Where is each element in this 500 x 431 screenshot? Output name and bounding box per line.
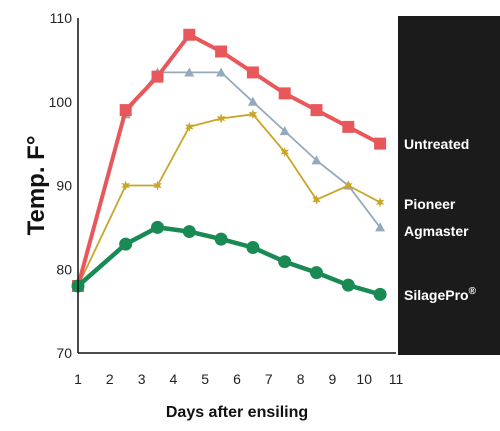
tick-labels: 70 80 90 100 110 1 2 3 4 5 6 7 8 9 10 11 <box>49 10 404 387</box>
point-silagepro <box>182 225 196 239</box>
point-silagepro <box>246 240 260 254</box>
point-agmaster <box>279 126 290 136</box>
y-tick-label: 80 <box>56 261 72 277</box>
series-layer <box>71 28 387 301</box>
point-untreated <box>151 70 164 83</box>
point-pioneer <box>280 147 289 157</box>
y-tick-label: 90 <box>56 178 72 194</box>
series-line-pioneer <box>77 113 381 287</box>
point-silagepro <box>151 220 164 234</box>
point-untreated <box>246 66 259 79</box>
x-tick-label: 5 <box>201 371 209 387</box>
x-tick-label: 1 <box>74 371 82 387</box>
point-pioneer <box>216 113 226 124</box>
legend-silagepro-name: SilagePro <box>404 287 469 303</box>
y-axis-title: Temp. F° <box>23 136 50 236</box>
series-pioneer <box>73 109 385 291</box>
series-line-untreated <box>76 32 382 287</box>
x-axis-title: Days after ensiling <box>166 404 308 421</box>
point-agmaster <box>216 67 227 77</box>
series-agmaster <box>73 67 386 290</box>
point-agmaster <box>311 155 322 165</box>
point-untreated <box>342 120 355 133</box>
x-tick-label: 6 <box>233 371 241 387</box>
point-pioneer <box>248 109 258 120</box>
point-untreated <box>310 104 323 117</box>
legend-item-pioneer: Pioneer <box>404 196 456 212</box>
point-pioneer <box>312 194 321 205</box>
y-tick-label: 70 <box>56 345 72 361</box>
point-pioneer <box>185 121 194 132</box>
x-tick-label: 10 <box>356 371 372 387</box>
point-agmaster <box>247 96 258 106</box>
point-untreated <box>183 28 196 41</box>
x-tick-label: 3 <box>138 371 146 387</box>
point-silagepro <box>373 287 387 301</box>
point-silagepro <box>310 266 323 280</box>
point-silagepro <box>214 232 228 246</box>
point-agmaster <box>184 67 195 77</box>
legend-silagepro-registered-mark: ® <box>469 286 477 297</box>
legend-item-agmaster: Agmaster <box>404 223 469 239</box>
point-silagepro <box>278 255 292 269</box>
legend-item-silagepro: SilagePro® <box>404 286 477 303</box>
point-untreated <box>374 137 387 150</box>
point-silagepro <box>341 278 355 292</box>
legend-panel <box>398 16 500 355</box>
legend-item-untreated: Untreated <box>404 136 469 152</box>
x-tick-label: 2 <box>106 371 114 387</box>
series-silagepro <box>71 220 387 301</box>
point-pioneer <box>344 180 353 191</box>
point-agmaster <box>375 222 386 232</box>
point-untreated <box>215 45 228 58</box>
point-silagepro <box>119 237 133 251</box>
x-tick-label: 11 <box>389 371 404 387</box>
series-line-silagepro <box>76 225 381 297</box>
x-tick-label: 7 <box>265 371 273 387</box>
point-pioneer <box>121 180 130 191</box>
point-untreated <box>119 104 132 117</box>
point-pioneer <box>153 180 162 191</box>
x-tick-label: 9 <box>329 371 337 387</box>
y-tick-label: 100 <box>49 94 73 110</box>
x-tick-label: 4 <box>170 371 178 387</box>
x-tick-label: 8 <box>297 371 305 387</box>
y-tick-label: 110 <box>50 10 73 26</box>
point-pioneer <box>375 197 385 208</box>
axes <box>77 18 396 354</box>
point-untreated <box>278 87 291 100</box>
